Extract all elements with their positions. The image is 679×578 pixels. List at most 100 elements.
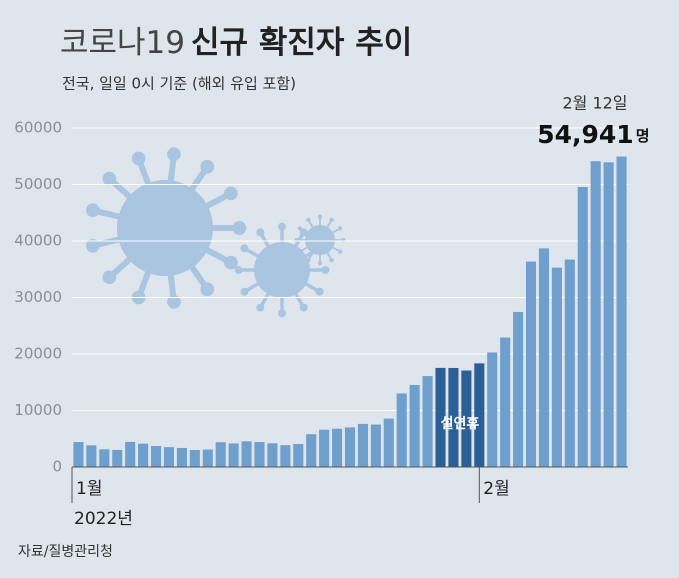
bar (228, 443, 239, 467)
highlight-label: 설연휴 (441, 416, 480, 432)
x-tick-label: 2월 (483, 479, 509, 499)
bar (500, 337, 511, 467)
virus-knob (341, 237, 346, 243)
virus-illustrations (85, 147, 346, 318)
virus-knob (329, 217, 334, 223)
virus-knob (234, 266, 243, 274)
bar (448, 367, 459, 467)
virus-knob (321, 266, 330, 274)
bar (267, 443, 278, 467)
virus-knob (317, 261, 323, 266)
virus-knob (200, 159, 215, 174)
bar (577, 186, 588, 467)
x-tick-label: 1월 (76, 479, 102, 499)
bar (215, 442, 226, 467)
bar (138, 443, 149, 467)
virus-knob (256, 303, 265, 312)
bar (293, 443, 304, 467)
bar (202, 449, 213, 467)
virus-knob (337, 226, 343, 231)
bar (280, 445, 291, 467)
annotation-value: 54,941 명 (537, 120, 649, 149)
bar (435, 367, 446, 467)
bar (344, 427, 356, 467)
annotation-date: 2월 12일 (562, 94, 627, 113)
bar (86, 445, 97, 467)
virus-body (305, 225, 335, 255)
bar (422, 376, 433, 467)
virus-knob (232, 221, 247, 235)
bar (73, 442, 84, 467)
bar (99, 449, 110, 467)
bar (396, 393, 407, 467)
virus-knob (240, 244, 249, 253)
virus-knob (297, 249, 303, 254)
bar (254, 442, 265, 467)
virus-body (254, 242, 310, 298)
bar (332, 428, 343, 467)
virus-knob (317, 214, 323, 219)
virus-knob (224, 255, 238, 270)
virus-knob (167, 147, 181, 161)
bar (383, 418, 394, 467)
title-bold: 신규 확진자 추이 (191, 25, 412, 61)
bar (306, 434, 317, 467)
title-light: 코로나19 (60, 25, 185, 61)
virus-knob (329, 257, 334, 263)
virus-knob (102, 171, 117, 186)
source: 자료/질병관리청 (18, 544, 113, 560)
bar (551, 267, 562, 467)
bar (564, 259, 575, 467)
virus-body (117, 180, 213, 276)
bar (125, 441, 136, 467)
bar (487, 352, 498, 467)
y-tick-label: 40000 (14, 232, 62, 250)
virus-knob (256, 228, 265, 237)
virus-knob (297, 226, 303, 231)
year-label: 2022년 (74, 509, 133, 529)
bar (357, 423, 368, 467)
virus-knob (240, 287, 249, 296)
bar (409, 384, 420, 467)
chart-title: 코로나19 신규 확진자 추이 (60, 25, 412, 61)
y-tick-label: 60000 (14, 119, 62, 137)
bar (616, 156, 627, 467)
annotation-number: 54,941 (537, 120, 633, 149)
virus-knob (85, 203, 100, 218)
virus-knob (306, 257, 311, 263)
bar (176, 447, 187, 467)
bar (590, 161, 601, 467)
virus-knob (102, 270, 117, 285)
virus-knob (167, 295, 181, 309)
virus-knob (85, 238, 100, 253)
virus-knob (131, 151, 146, 166)
bar (151, 445, 162, 467)
virus-knob (278, 309, 286, 318)
virus-knob (337, 249, 343, 254)
bar (241, 441, 252, 467)
subtitle: 전국, 일일 0시 기준 (해외 유입 포함) (62, 75, 296, 93)
bar (603, 162, 614, 467)
bar (474, 363, 485, 467)
virus-knob (299, 303, 308, 312)
bar (112, 449, 123, 467)
bar (525, 261, 537, 467)
virus-knob (315, 287, 324, 296)
y-tick-label: 10000 (14, 401, 62, 419)
virus-knob (200, 282, 215, 297)
y-tick-label: 20000 (14, 345, 62, 363)
y-tick-label: 30000 (14, 288, 62, 306)
virus-knob (278, 222, 286, 231)
bar (370, 424, 381, 467)
bar (319, 429, 330, 467)
virus-knob (294, 237, 299, 243)
y-tick-label: 50000 (14, 175, 62, 193)
bar (163, 447, 175, 467)
bar (513, 311, 524, 467)
bar (461, 370, 472, 467)
bar (538, 248, 549, 467)
virus-knob (306, 217, 311, 223)
annotation-unit: 명 (636, 127, 650, 145)
virus-knob (224, 186, 238, 201)
